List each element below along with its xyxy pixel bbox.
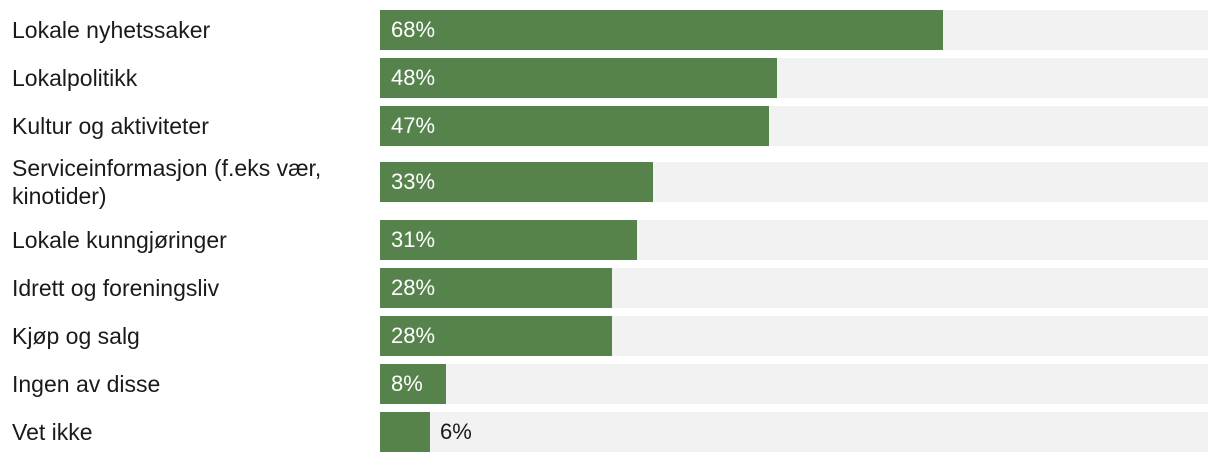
bar bbox=[380, 220, 637, 260]
bar bbox=[380, 106, 769, 146]
bar-row: Kjøp og salg 28% bbox=[0, 316, 1220, 356]
category-label: Kjøp og salg bbox=[12, 323, 140, 349]
bar bbox=[380, 10, 943, 50]
category-label: Lokalpolitikk bbox=[12, 65, 138, 91]
bar-track: 6% bbox=[380, 412, 1208, 452]
value-label: 6% bbox=[440, 419, 472, 444]
value-label: 48% bbox=[391, 65, 436, 90]
category-label: Lokale kunngjøringer bbox=[12, 227, 227, 253]
bar-track: 28% bbox=[380, 316, 1208, 356]
bar-track: 48% bbox=[380, 58, 1208, 98]
bar-track: 47% bbox=[380, 106, 1208, 146]
value-label: 68% bbox=[391, 17, 436, 42]
bar-track: 31% bbox=[380, 220, 1208, 260]
category-label: Serviceinformasjon (f.eks vær, kinotider… bbox=[12, 155, 322, 209]
bar-row: Vet ikke 6% bbox=[0, 412, 1220, 452]
bar-track: 33% bbox=[380, 162, 1208, 202]
value-label: 47% bbox=[391, 113, 436, 138]
bar-track: 28% bbox=[380, 268, 1208, 308]
category-label: Idrett og foreningsliv bbox=[12, 275, 220, 301]
value-label: 28% bbox=[391, 275, 436, 300]
category-label: Ingen av disse bbox=[12, 371, 161, 397]
bar-row: Lokale kunngjøringer 31% bbox=[0, 220, 1220, 260]
category-label: Lokale nyhetssaker bbox=[12, 17, 211, 43]
bar-row: Lokalpolitikk 48% bbox=[0, 58, 1220, 98]
bar bbox=[380, 162, 653, 202]
bar bbox=[380, 58, 777, 98]
bar-track: 8% bbox=[380, 364, 1208, 404]
bar-row: Idrett og foreningsliv 28% bbox=[0, 268, 1220, 308]
category-label: Kultur og aktiviteter bbox=[12, 113, 209, 139]
bar-row: Lokale nyhetssaker 68% bbox=[0, 10, 1220, 50]
bar-row: Ingen av disse 8% bbox=[0, 364, 1220, 404]
value-label: 8% bbox=[391, 371, 423, 396]
value-label: 33% bbox=[391, 169, 436, 194]
bar bbox=[380, 316, 612, 356]
bar-row: Kultur og aktiviteter 47% bbox=[0, 106, 1220, 146]
bar bbox=[380, 268, 612, 308]
bar bbox=[380, 412, 430, 452]
value-label: 31% bbox=[391, 227, 436, 252]
category-label: Vet ikke bbox=[12, 419, 93, 445]
bar-track: 68% bbox=[380, 10, 1208, 50]
value-label: 28% bbox=[391, 323, 436, 348]
bar-row: Serviceinformasjon (f.eks vær, kinotider… bbox=[0, 154, 1220, 210]
bar bbox=[380, 364, 446, 404]
